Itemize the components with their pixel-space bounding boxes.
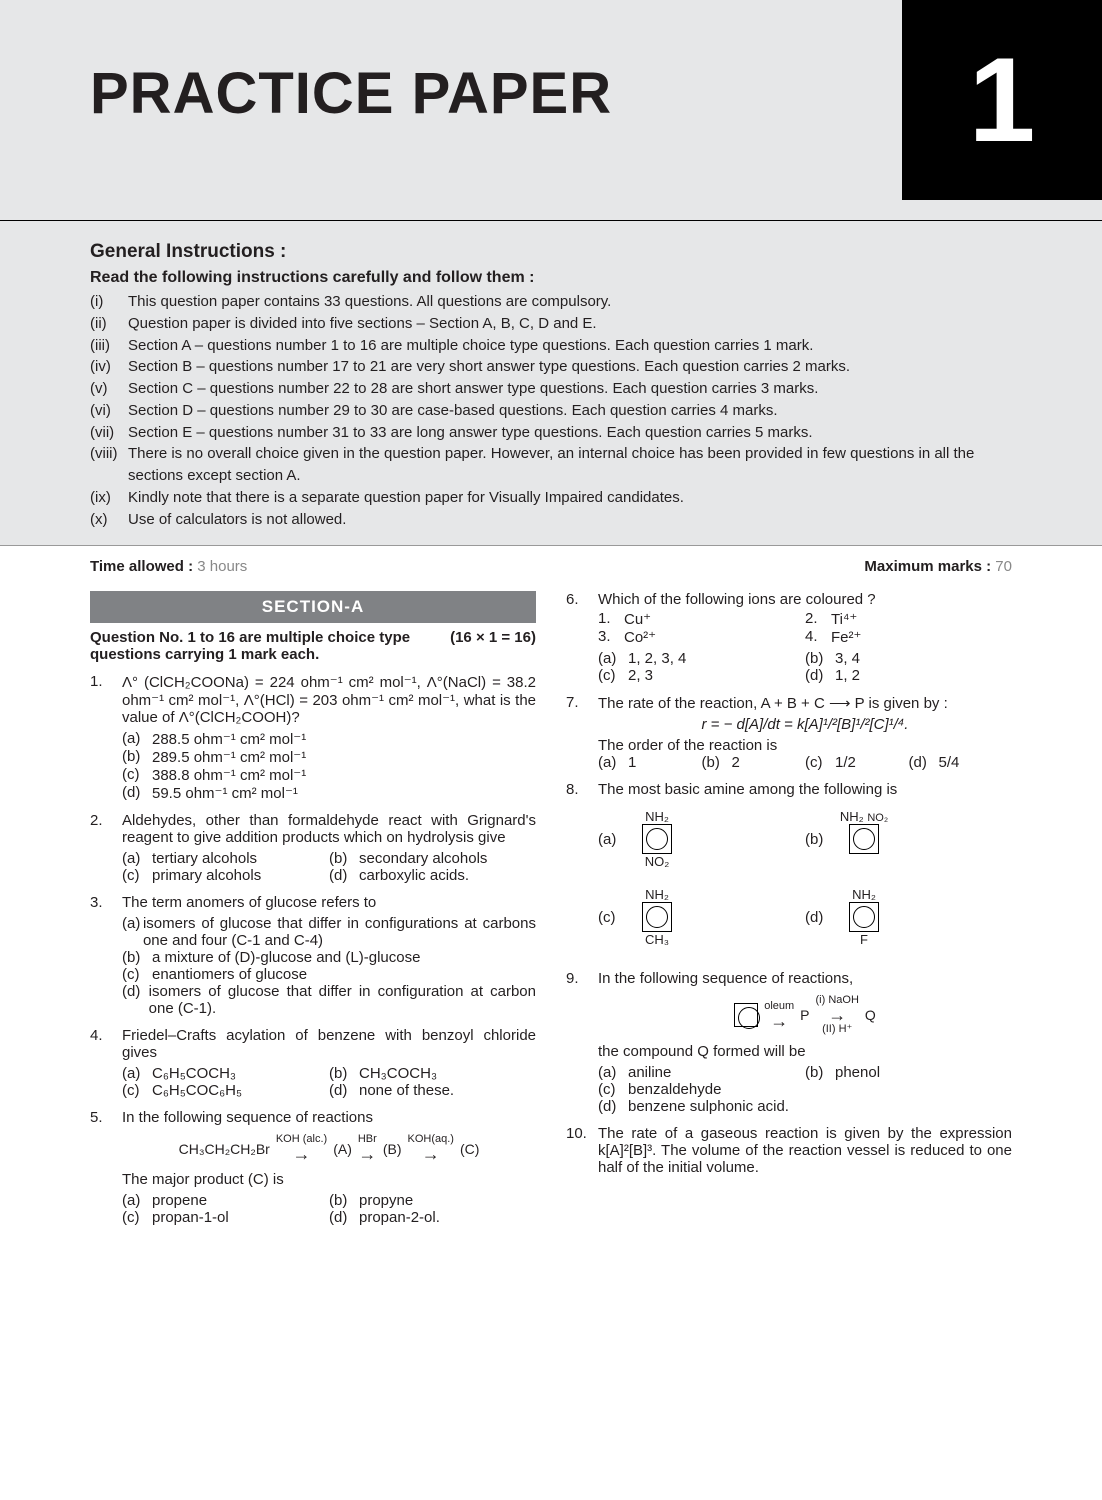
content-columns: SECTION-A Question No. 1 to 16 are multi… [0, 587, 1102, 1236]
section-a-note: Question No. 1 to 16 are multiple choice… [90, 629, 536, 663]
instruction-item: (v)Section C – questions number 22 to 28… [90, 378, 1012, 400]
structure-a: NH₂NO₂ [628, 804, 686, 874]
instruction-item: (iv)Section B – questions number 17 to 2… [90, 356, 1012, 378]
structure-d: NH₂F [835, 882, 893, 952]
question-2: 2. Aldehydes, other than formaldehyde re… [90, 812, 536, 884]
instruction-item: (iii)Section A – questions number 1 to 1… [90, 335, 1012, 357]
max-marks: Maximum marks : 70 [864, 558, 1012, 575]
question-10: 10. The rate of a gaseous reaction is gi… [566, 1125, 1012, 1176]
instruction-item: (ix)Kindly note that there is a separate… [90, 487, 1012, 509]
instructions-title: General Instructions : [90, 241, 1012, 263]
instructions-list: (i)This question paper contains 33 quest… [90, 291, 1012, 530]
paper-title: PRACTICE PAPER [90, 60, 612, 127]
title-row: PRACTICE PAPER 1 [0, 60, 1102, 200]
section-a-bar: SECTION-A [90, 591, 536, 623]
question-3: 3. The term anomers of glucose refers to… [90, 894, 536, 1017]
right-column: 6. Which of the following ions are colou… [566, 591, 1012, 1236]
instruction-item: (viii)There is no overall choice given i… [90, 443, 1012, 487]
reaction-scheme-9: oleum→ P (i) NaOH→(II) H⁺ Q [598, 995, 1012, 1035]
time-marks-row: Time allowed : 3 hours Maximum marks : 7… [0, 545, 1102, 587]
instruction-item: (vii)Section E – questions number 31 to … [90, 422, 1012, 444]
structure-b: NH₂ NO₂ [835, 804, 893, 874]
instruction-item: (vi)Section D – questions number 29 to 3… [90, 400, 1012, 422]
rate-formula: r = − d[A]/dt = k[A]¹/²[B]¹/²[C]¹/⁴. [598, 716, 1012, 733]
question-1: 1. Λ° (ClCH₂COONa) = 224 ohm⁻¹ cm² mol⁻¹… [90, 673, 536, 802]
structure-c: NH₂CH₃ [628, 882, 686, 952]
instruction-item: (ii)Question paper is divided into five … [90, 313, 1012, 335]
question-4: 4. Friedel–Crafts acylation of benzene w… [90, 1027, 536, 1099]
reaction-scheme: CH₃CH₂CH₂Br KOH (alc.)→ (A) HBr→ (B) KOH… [122, 1134, 536, 1163]
instructions-subtitle: Read the following instructions carefull… [90, 269, 1012, 287]
question-9: 9. In the following sequence of reaction… [566, 970, 1012, 1115]
question-8: 8. The most basic amine among the follow… [566, 781, 1012, 960]
instructions: General Instructions : Read the followin… [0, 220, 1102, 545]
question-5: 5. In the following sequence of reaction… [90, 1109, 536, 1226]
question-6: 6. Which of the following ions are colou… [566, 591, 1012, 684]
time-allowed: Time allowed : 3 hours [90, 558, 247, 575]
instruction-item: (i)This question paper contains 33 quest… [90, 291, 1012, 313]
header-band: PRACTICE PAPER 1 General Instructions : … [0, 0, 1102, 545]
paper-number: 1 [902, 0, 1102, 200]
instruction-item: (x)Use of calculators is not allowed. [90, 509, 1012, 531]
question-7: 7. The rate of the reaction, A + B + C ⟶… [566, 694, 1012, 771]
left-column: SECTION-A Question No. 1 to 16 are multi… [90, 591, 536, 1236]
